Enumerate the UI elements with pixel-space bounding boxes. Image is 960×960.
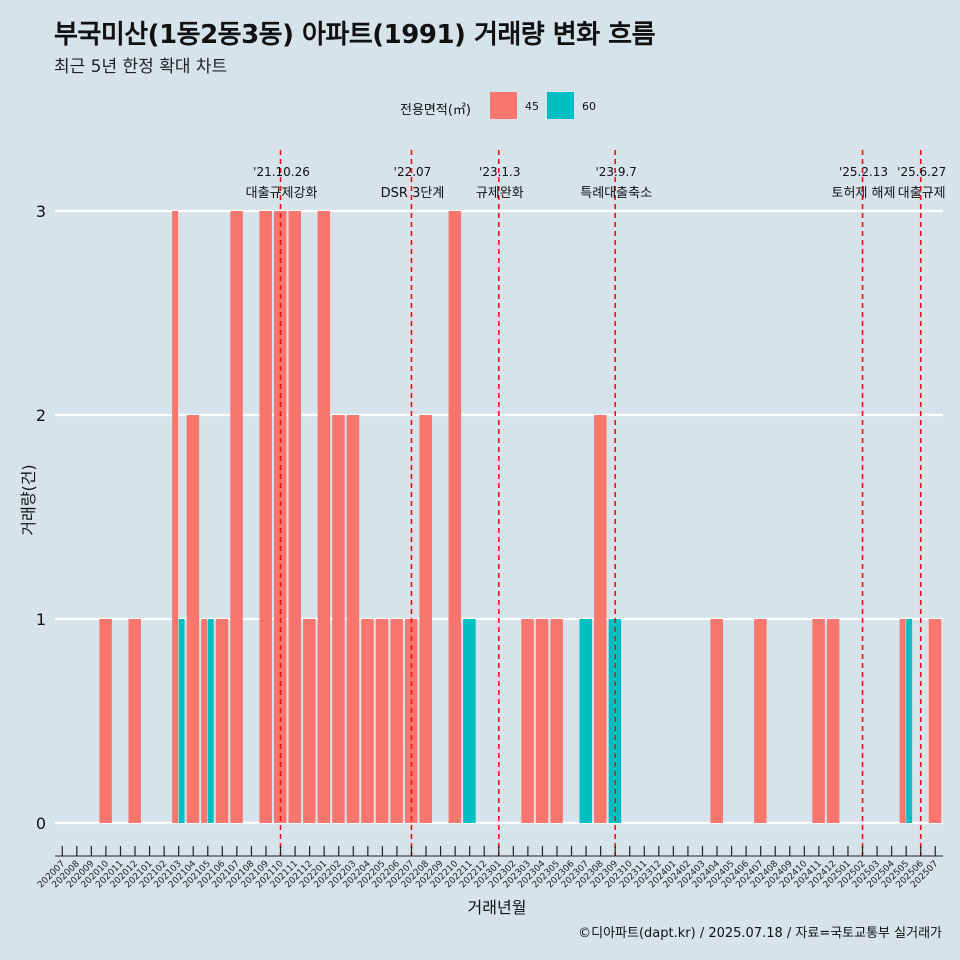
event-date: '25.6.27 [897, 165, 946, 179]
y-axis-title: 거래량(건) [19, 464, 38, 535]
y-tick-label-1: 1 [36, 610, 46, 629]
bar-202404-45 [710, 619, 723, 823]
bar-202012-45 [128, 619, 141, 823]
event-label: 규제완화 [476, 186, 524, 201]
bar-202105-45 [201, 619, 208, 823]
event-label: DSR 3단계 [381, 186, 445, 201]
legend-title: 전용면적(㎡) [400, 103, 471, 118]
bar-202305-45 [550, 619, 563, 823]
bar-202103-60 [178, 619, 185, 823]
bar-202505-45 [899, 619, 906, 823]
legend-label-45: 45 [525, 100, 539, 113]
event-date: '25.2.13 [839, 165, 888, 179]
bar-202411-45 [812, 619, 825, 823]
bar-202110-45 [273, 211, 287, 823]
bar-202412-45 [826, 619, 840, 823]
legend-swatch-60 [547, 92, 574, 119]
legend-label-60: 60 [582, 100, 596, 113]
bar-202204-45 [361, 619, 374, 823]
bar-202202-45 [332, 415, 345, 823]
bar-202307-60 [579, 619, 593, 823]
bar-202505-60 [906, 619, 913, 823]
chart-subtitle: 최근 5년 한정 확대 차트 [54, 57, 228, 77]
bar-202206-45 [390, 619, 403, 823]
bar-202308-45 [594, 415, 607, 823]
bar-202112-45 [303, 619, 316, 823]
bar-202104-45 [186, 415, 200, 823]
event-label: 토허제 해제 [832, 186, 896, 201]
bar-202106-45 [215, 619, 229, 823]
legend-swatch-45 [490, 92, 517, 119]
caption: ©디아파트(dapt.kr) / 2025.07.18 / 자료=국토교통부 실… [578, 926, 942, 941]
bar-202103-45 [172, 211, 179, 823]
bar-202107-45 [230, 211, 243, 823]
bar-202211-60 [463, 619, 476, 823]
bar-202203-45 [346, 415, 360, 823]
bar-202210-45 [448, 211, 462, 823]
legend: 전용면적(㎡) 45 60 [0, 92, 960, 122]
event-label: 대출규제강화 [246, 186, 318, 201]
event-lines: '21.10.26 대출규제강화 '22.07 DSR 3단계 '23.1.3 규제완화 '… [246, 150, 946, 856]
event-date: '23.1.3 [479, 165, 520, 179]
bar-202303-45 [521, 619, 534, 823]
chart-title: 부국미산(1동2동3동) 아파트(1991) 거래량 변화 흐름 [54, 20, 656, 50]
bar-202507-45 [928, 619, 942, 823]
x-axis-title: 거래년월 [468, 898, 527, 917]
bar-202304-45 [535, 619, 549, 823]
bar-202010-45 [99, 619, 112, 823]
event-date: '23.9.7 [595, 165, 636, 179]
bars [99, 211, 942, 823]
bar-202109-45 [259, 211, 272, 823]
event-label: 대출규제 [898, 186, 946, 201]
bar-202201-45 [317, 211, 331, 823]
y-axis: 0 1 2 3 [36, 202, 46, 833]
y-tick-label-0: 0 [36, 814, 46, 833]
bar-202407-45 [754, 619, 767, 823]
bar-202208-45 [419, 415, 432, 823]
x-axis: 2020072020082020092020102020112020122021… [36, 846, 943, 890]
event-date: '22.07 [394, 165, 432, 179]
bar-202105-60 [207, 619, 214, 823]
event-label: 특례대출축소 [580, 186, 652, 201]
y-tick-label-2: 2 [36, 406, 46, 425]
event-date: '21.10.26 [253, 165, 310, 179]
bar-202111-45 [288, 211, 302, 823]
bar-202205-45 [375, 619, 389, 823]
y-tick-label-3: 3 [36, 202, 46, 221]
